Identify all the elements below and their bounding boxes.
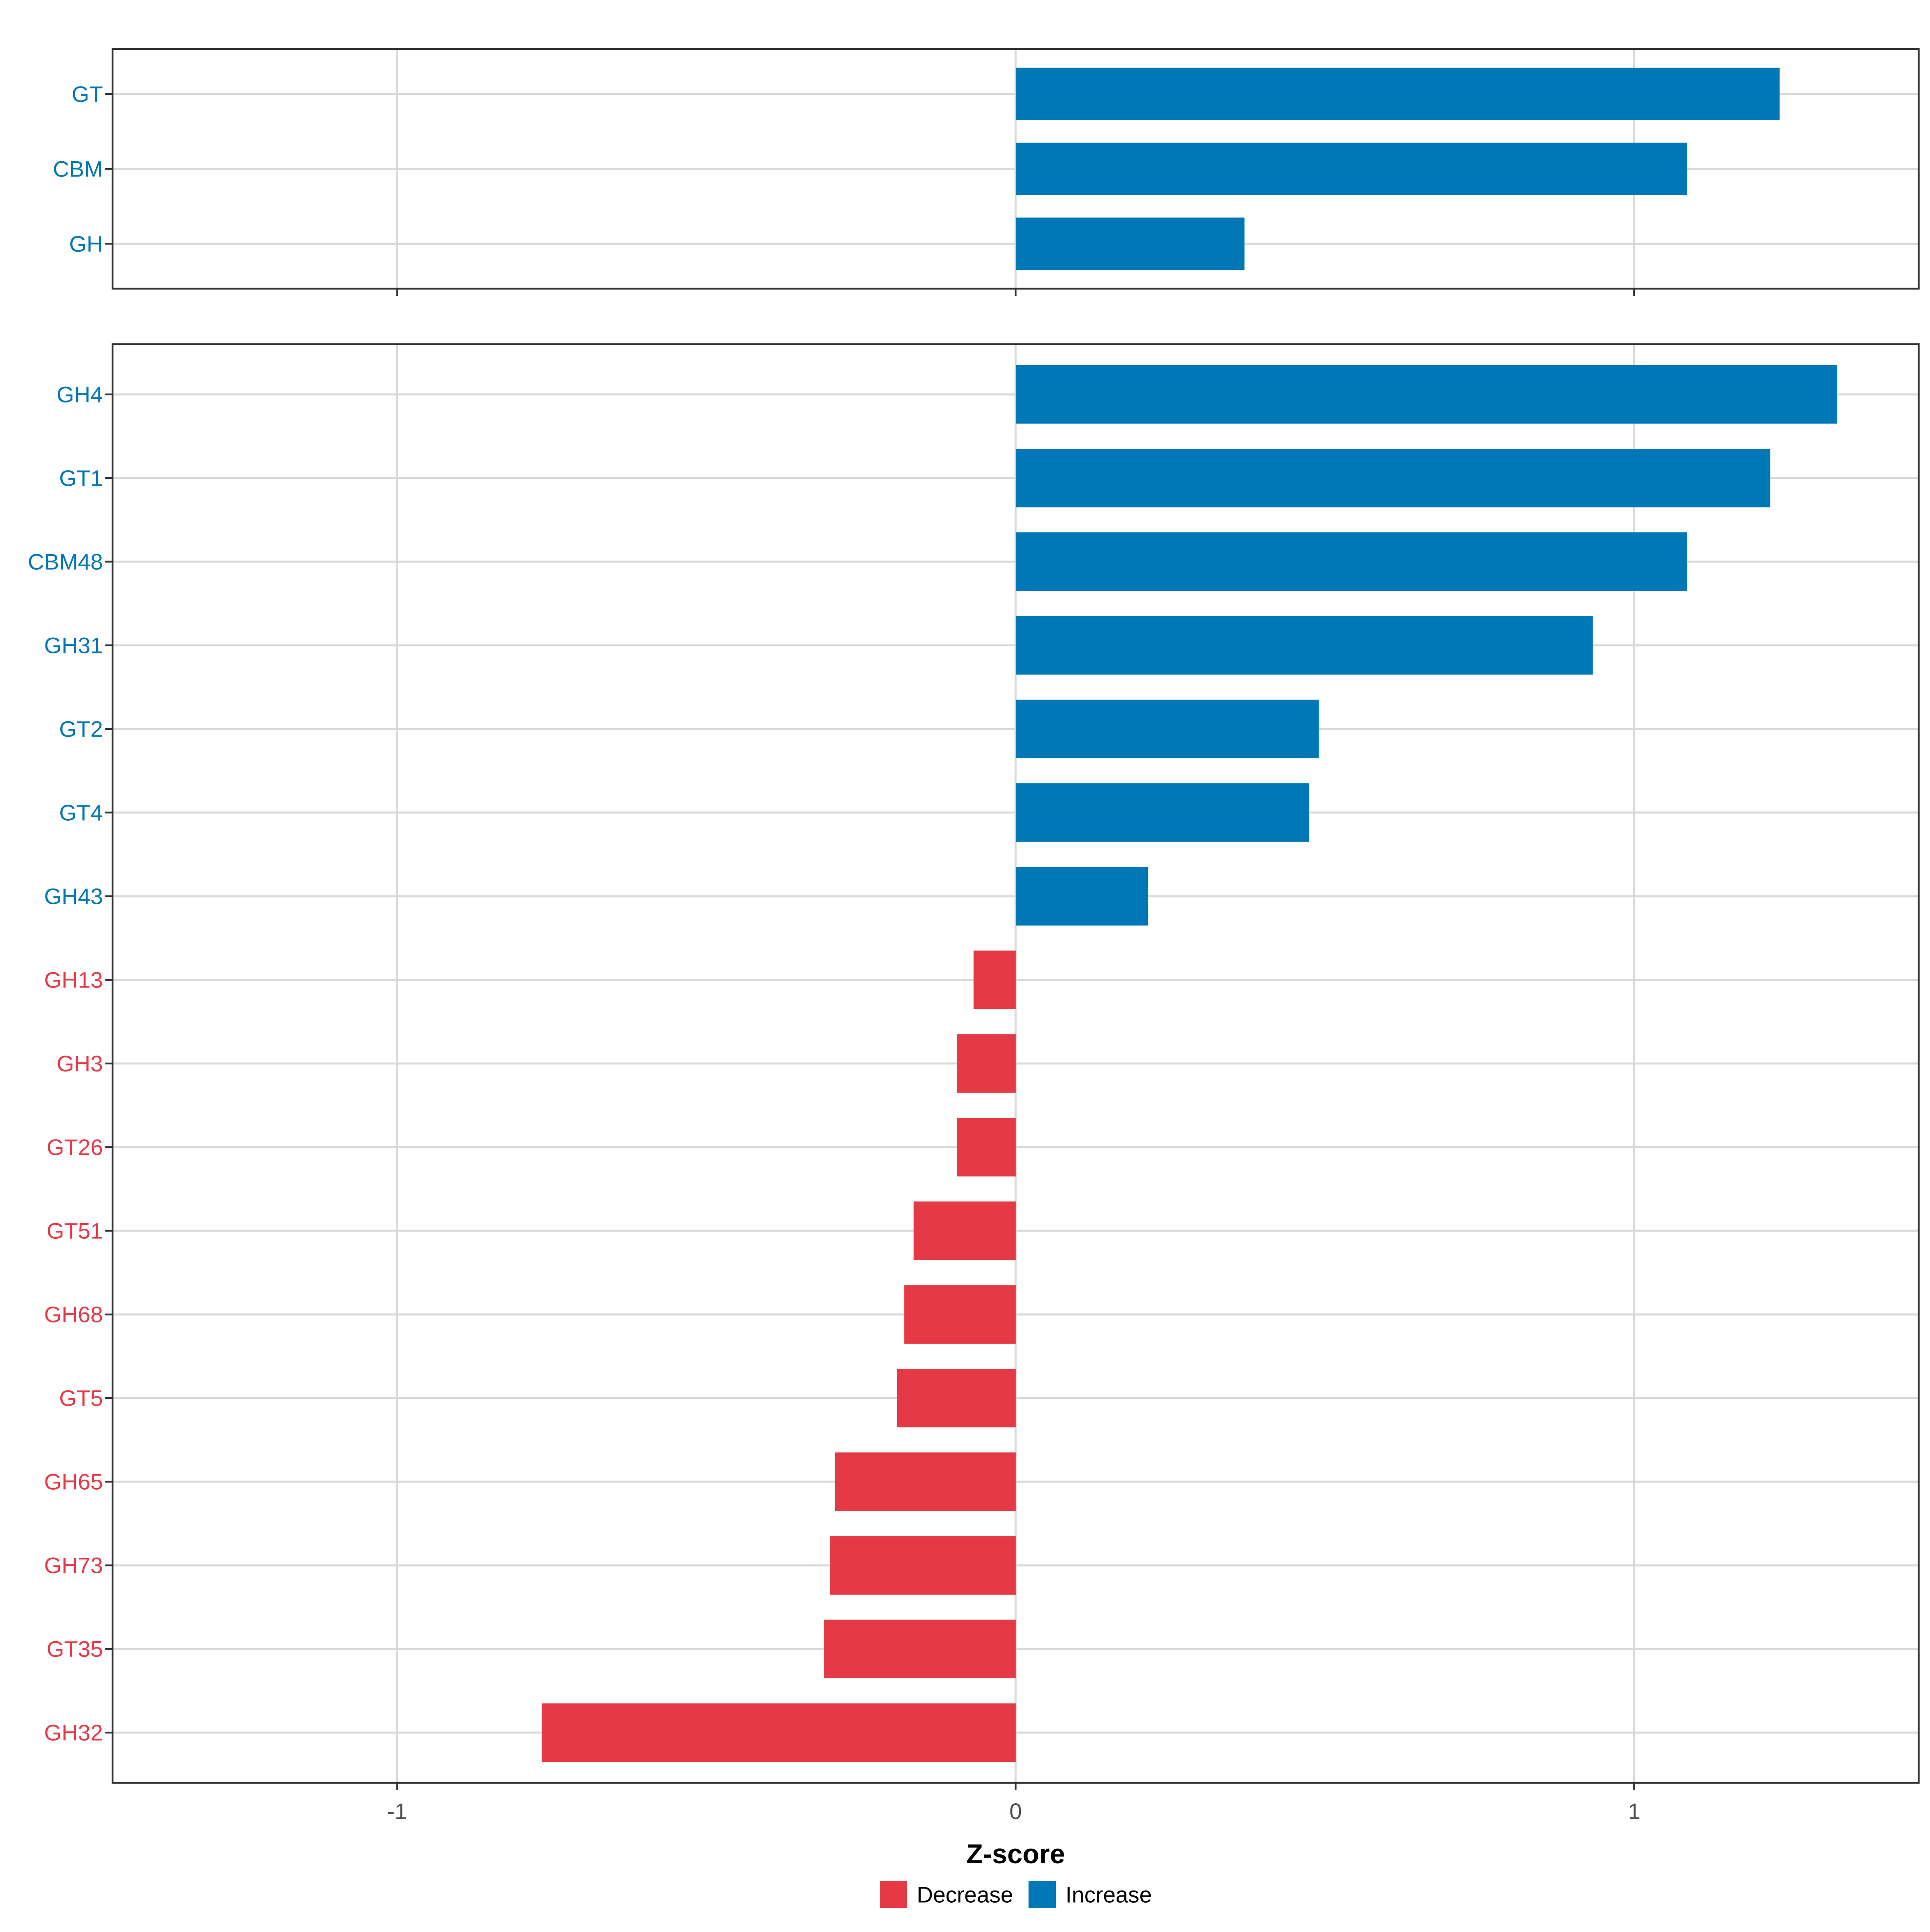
bar-gt1	[1016, 449, 1770, 507]
y-tick-label: GH4	[57, 382, 103, 407]
y-tick-label: GT51	[47, 1218, 103, 1244]
bar-gh13	[973, 951, 1016, 1009]
y-tick-label: GH43	[44, 883, 103, 909]
y-tick-label: GH68	[44, 1302, 103, 1327]
bar-gt35	[824, 1620, 1016, 1678]
bar-gh32	[542, 1703, 1016, 1762]
y-tick-label: CBM48	[28, 549, 103, 574]
legend: Decrease Increase	[880, 1881, 1152, 1908]
legend-label-increase: Increase	[1066, 1882, 1152, 1907]
bar-gt	[1016, 68, 1780, 120]
panel-top: GT CBM GH	[53, 48, 1920, 296]
y-tick-label: GH31	[44, 632, 103, 658]
bar-gt5	[897, 1369, 1016, 1427]
bar-gt26	[957, 1118, 1016, 1176]
bar-gh68	[904, 1285, 1016, 1344]
y-tick-label: GT26	[47, 1135, 103, 1160]
bar-gh	[1016, 218, 1245, 270]
y-tick-label: GT	[72, 81, 103, 107]
y-tick-label: GT2	[59, 716, 103, 741]
y-tick-label: GT1	[59, 465, 103, 491]
legend-swatch-decrease	[880, 1881, 907, 1908]
y-tick-label: GT5	[59, 1386, 103, 1411]
y-tick-label: CBM	[53, 156, 103, 182]
bar-gh31	[1016, 616, 1593, 675]
legend-swatch-increase	[1029, 1881, 1056, 1908]
bar-gh3	[957, 1034, 1016, 1093]
y-tick-label: GT35	[47, 1636, 103, 1662]
bar-gt2	[1016, 700, 1319, 758]
bar-gh65	[835, 1452, 1016, 1511]
y-tick-label: GT4	[59, 800, 103, 825]
x-tick-label: -1	[387, 1799, 407, 1824]
panel-bottom: GH4GT1CBM48GH31GT2GT4GH43GH13GH3GT26GT51…	[28, 343, 1920, 1869]
bar-gt51	[914, 1201, 1016, 1260]
bar-cbm	[1016, 142, 1687, 195]
bar-gh4	[1016, 365, 1837, 424]
y-tick-label: GH73	[44, 1553, 103, 1578]
y-tick-label: GH65	[44, 1469, 103, 1495]
y-tick-label: GH13	[44, 967, 103, 992]
y-tick-label: GH3	[57, 1051, 103, 1076]
bar-gh43	[1016, 867, 1148, 926]
x-tick-label: 1	[1628, 1799, 1640, 1824]
legend-label-decrease: Decrease	[917, 1882, 1013, 1907]
bar-gt4	[1016, 783, 1309, 842]
y-tick-label: GH32	[44, 1720, 103, 1745]
bar-gh73	[830, 1536, 1016, 1595]
bar-cbm48	[1016, 532, 1687, 591]
x-axis-title: Z-score	[966, 1839, 1065, 1869]
x-tick-label: 0	[1009, 1799, 1022, 1824]
y-tick-label: GH	[69, 231, 103, 257]
